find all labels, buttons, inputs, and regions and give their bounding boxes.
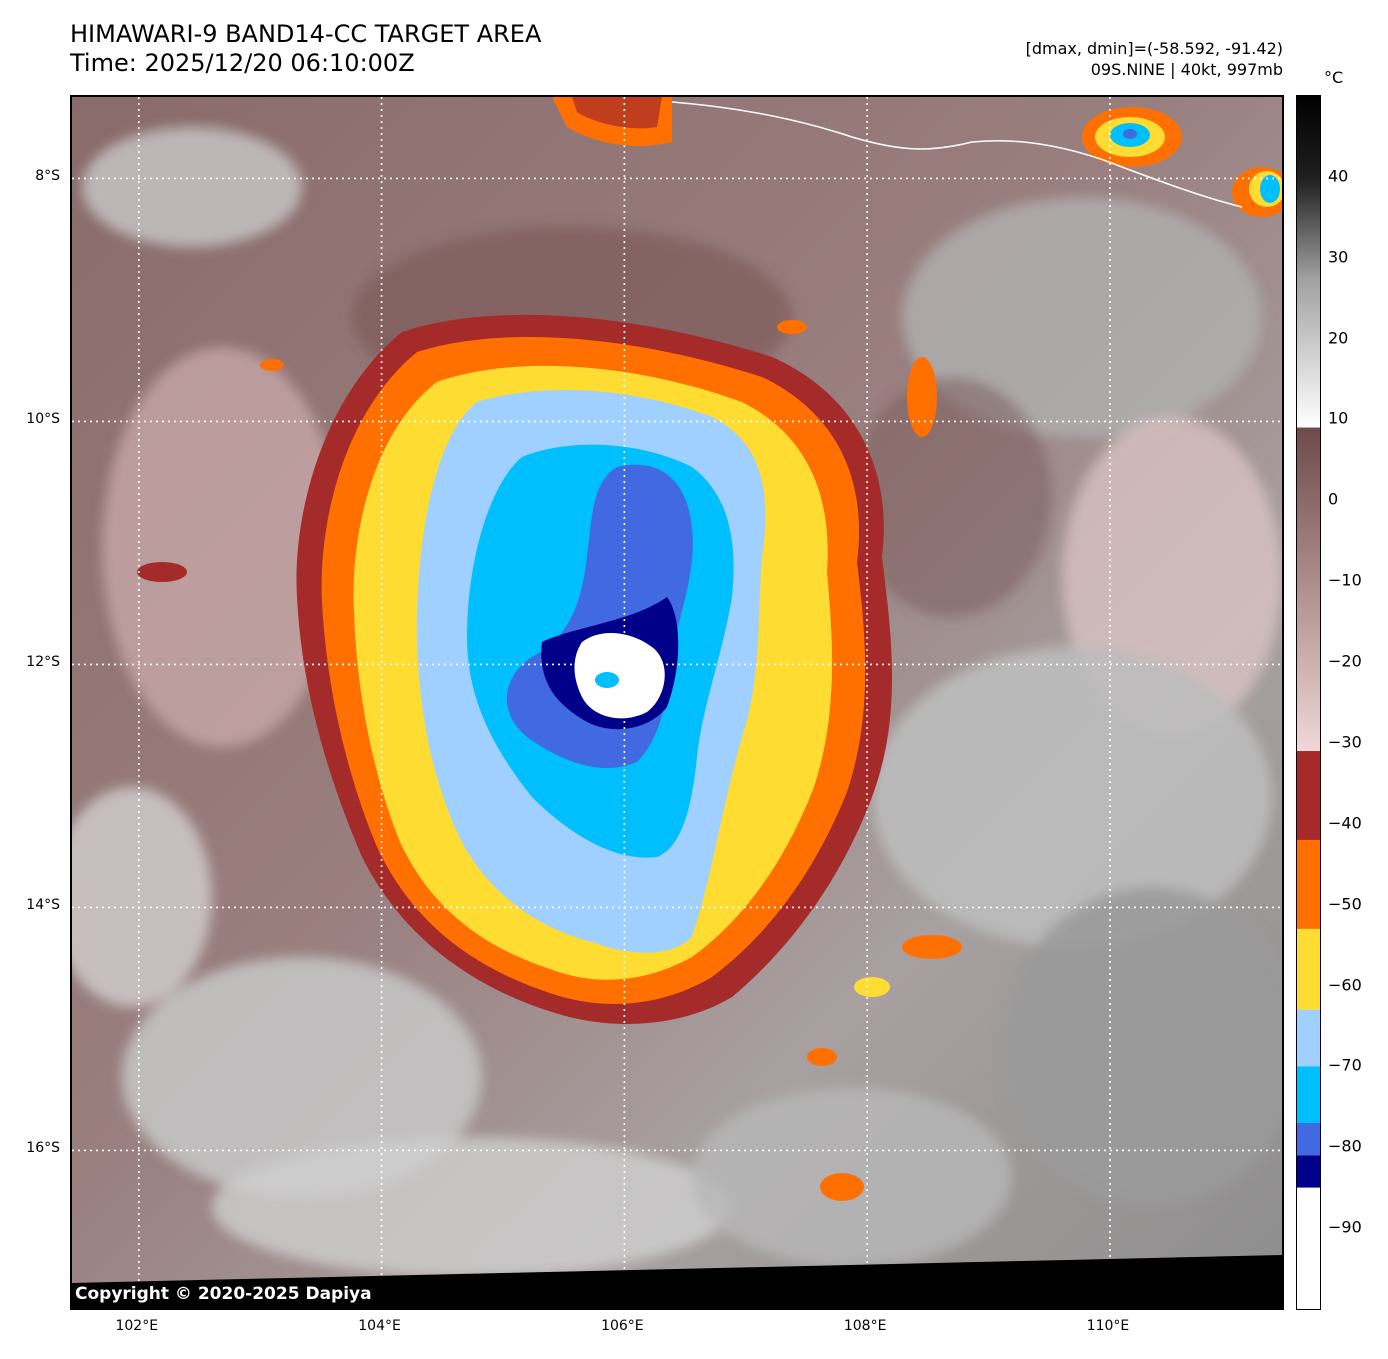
colorbar-tick-label: −90 [1328,1217,1362,1237]
colorbar-band [1297,751,1320,840]
longitude-label: 102°E [115,1318,159,1334]
colorbar-tick-label: −80 [1328,1136,1362,1156]
colorbar-band [1297,427,1320,752]
colorbar-tick-label: 40 [1328,166,1349,186]
colorbar-band [1297,839,1320,929]
latitude-label: 14°S [26,897,60,914]
colorbar-tick-label: −10 [1328,570,1362,590]
longitude-label: 108°E [843,1318,887,1334]
colorbar-band [1297,1123,1320,1156]
chart-title: HIMAWARI-9 BAND14-CC TARGET AREA Time: 2… [70,20,541,78]
colorbar-unit: °C [1324,68,1344,87]
stats-text: [dmax, dmin]=(-58.592, -91.42) [1025,39,1283,58]
satellite-image [72,97,1282,1308]
copyright-text: Copyright © 2020-2025 Dapiya [75,1284,372,1304]
eye-spot [595,672,619,688]
latitude-label: 16°S [26,1140,60,1157]
colorbar-tick-label: −60 [1328,975,1362,995]
colorbar-tick-label: 20 [1328,328,1349,348]
latitude-label: 10°S [26,411,60,428]
colorbar-tick-label: 30 [1328,247,1349,267]
colorbar-band [1297,1066,1320,1124]
satellite-map [70,95,1284,1310]
storm-info: [dmax, dmin]=(-58.592, -91.42) 09S.NINE … [1026,38,1283,80]
band-90 [574,632,665,719]
colorbar-band [1297,1187,1320,1309]
storm-text: 09S.NINE | 40kt, 997mb [1090,60,1283,79]
colorbar [1296,95,1321,1310]
latitude-label: 8°S [35,168,60,185]
colorbar-tick-label: −40 [1328,813,1362,833]
longitude-label: 104°E [358,1318,401,1334]
graticule [72,97,1282,1308]
title-line-1: HIMAWARI-9 BAND14-CC TARGET AREA [70,20,542,48]
isolated-cells [137,97,1282,1201]
cloud-texture [72,127,1282,1277]
colorbar-tick-label: −30 [1328,732,1362,752]
colorbar-tick-label: 0 [1328,489,1339,509]
colorbar-tick-label: −70 [1328,1055,1362,1075]
convective-core [296,314,893,1025]
colorbar-band [1297,1009,1320,1067]
colorbar-scale [1297,96,1320,1309]
colorbar-tick-label: −50 [1328,894,1362,914]
title-line-2: Time: 2025/12/20 06:10:00Z [70,49,415,77]
longitude-label: 110°E [1086,1318,1130,1334]
longitude-label: 106°E [601,1318,644,1334]
colorbar-band [1297,1155,1320,1188]
colorbar-band [1297,96,1320,428]
colorbar-tick-label: 10 [1328,408,1349,428]
colorbar-tick-label: −20 [1328,651,1362,671]
colorbar-band [1297,928,1320,1010]
no-data-band [72,1255,1282,1308]
latitude-label: 12°S [26,654,60,671]
